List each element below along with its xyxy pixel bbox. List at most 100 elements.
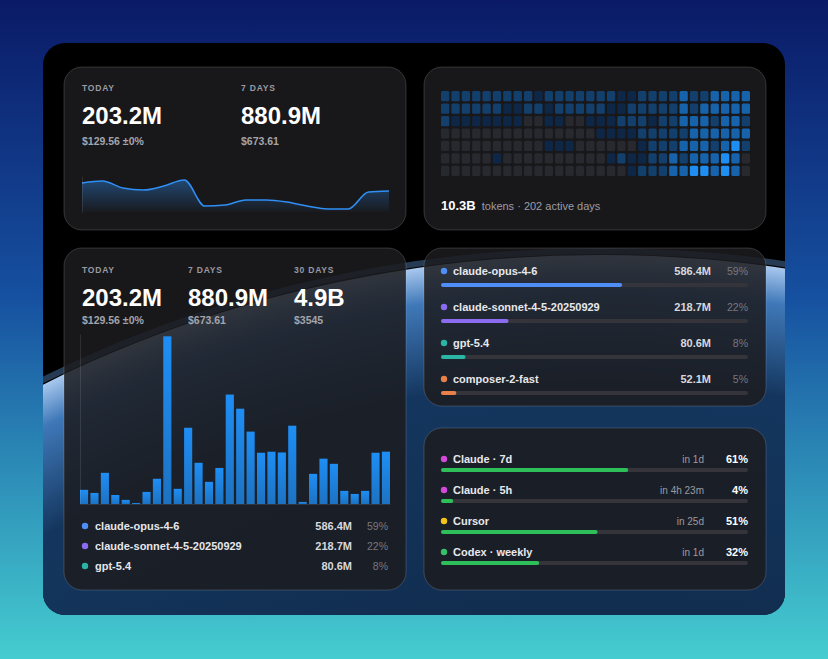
cell xyxy=(514,91,522,101)
cell xyxy=(731,166,739,176)
cell xyxy=(472,153,480,163)
cell xyxy=(597,116,605,126)
cell xyxy=(628,116,636,126)
cell xyxy=(555,166,563,176)
cell xyxy=(700,141,708,151)
dot xyxy=(441,340,447,346)
axis-track xyxy=(441,468,748,472)
legend-dot xyxy=(82,543,88,549)
cell xyxy=(742,166,750,176)
cell xyxy=(617,166,625,176)
cell xyxy=(721,116,729,126)
cell xyxy=(524,103,532,113)
bar xyxy=(441,391,456,395)
cell xyxy=(451,141,459,151)
cell xyxy=(648,141,656,151)
cell xyxy=(462,153,470,163)
model-name: claude-sonnet-4-5-20250929 xyxy=(453,301,600,313)
cell xyxy=(700,166,708,176)
cell xyxy=(659,116,667,126)
cell xyxy=(514,116,522,126)
limit-reset: in 25d xyxy=(677,516,704,527)
cell xyxy=(731,116,739,126)
cell xyxy=(648,116,656,126)
cell xyxy=(482,128,490,138)
cell xyxy=(472,116,480,126)
cell xyxy=(451,128,459,138)
cell xyxy=(679,128,687,138)
cell xyxy=(472,141,480,151)
cell xyxy=(742,153,750,163)
stat-value: 880.9M xyxy=(188,284,268,311)
cell xyxy=(648,128,656,138)
limits-list: Claude · 7din 1d61%Claude · 5hin 4h 23m4… xyxy=(441,453,748,565)
cell xyxy=(711,116,719,126)
bar xyxy=(371,453,379,504)
cell xyxy=(565,91,573,101)
stats: TODAY203.2M$129.56 ±0%7 DAYS880.9M$673.6… xyxy=(82,265,345,326)
limit-percent: 51% xyxy=(726,515,748,527)
cell xyxy=(493,166,501,176)
model-percent: 59% xyxy=(727,265,748,277)
cell xyxy=(565,128,573,138)
cell xyxy=(607,91,615,101)
axis-track xyxy=(441,561,748,565)
cell xyxy=(576,91,584,101)
cell xyxy=(690,103,698,113)
cell xyxy=(441,141,449,151)
cell xyxy=(607,153,615,163)
cell xyxy=(462,91,470,101)
cell xyxy=(493,153,501,163)
cell xyxy=(690,116,698,126)
cell xyxy=(576,116,584,126)
stat-cost: $673.61 xyxy=(241,135,279,147)
cell xyxy=(721,141,729,151)
cell xyxy=(690,153,698,163)
cell xyxy=(731,128,739,138)
cell xyxy=(648,153,656,163)
cell xyxy=(482,141,490,151)
cell xyxy=(711,141,719,151)
bar xyxy=(80,490,88,504)
y-axis xyxy=(82,177,83,213)
cell xyxy=(555,128,563,138)
limit-reset: in 1d xyxy=(682,454,704,465)
cell xyxy=(607,166,615,176)
cell xyxy=(545,91,553,101)
cell xyxy=(679,153,687,163)
bar xyxy=(299,502,307,504)
bar xyxy=(205,482,213,504)
cell xyxy=(617,153,625,163)
cell xyxy=(524,166,532,176)
cell xyxy=(586,141,594,151)
cell xyxy=(742,128,750,138)
bar xyxy=(184,428,192,504)
bar xyxy=(441,319,509,323)
axis-line xyxy=(80,335,81,505)
stat-cost: $129.56 ±0% xyxy=(82,135,144,147)
bar xyxy=(351,494,359,504)
model-tokens: 586.4M xyxy=(674,265,711,277)
cell xyxy=(576,103,584,113)
heatmap-caption: tokens · 202 active days xyxy=(482,200,601,212)
cell xyxy=(503,153,511,163)
cell xyxy=(565,141,573,151)
line xyxy=(82,180,389,209)
legend-label: claude-sonnet-4-5-20250929 xyxy=(95,540,242,552)
cell xyxy=(648,91,656,101)
limit-percent: 61% xyxy=(726,453,748,465)
cell xyxy=(700,116,708,126)
cell xyxy=(482,153,490,163)
panel xyxy=(424,248,766,406)
bar xyxy=(441,283,622,287)
cell xyxy=(441,166,449,176)
bar xyxy=(267,452,275,504)
x-axis xyxy=(81,504,391,505)
cell xyxy=(545,128,553,138)
heatmap xyxy=(441,91,750,176)
stat-label: TODAY xyxy=(82,265,115,275)
cell xyxy=(669,153,677,163)
cell xyxy=(669,141,677,151)
bar xyxy=(319,459,327,504)
model-percent: 22% xyxy=(727,301,748,313)
